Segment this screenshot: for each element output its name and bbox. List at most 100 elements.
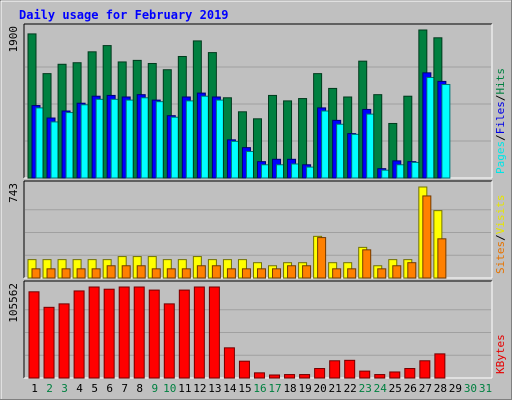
panel-kbytes: 105562 KBytes — [7, 280, 507, 379]
legend-label: / — [494, 134, 507, 141]
bar-sites-day-25 — [392, 265, 402, 279]
panel-max-label: 105562 — [7, 283, 20, 323]
x-tick-label: 16 — [253, 382, 266, 395]
panel-max-label: 743 — [7, 183, 20, 203]
bar-kbytes-day-26 — [404, 368, 416, 379]
x-tick-label: 20 — [314, 382, 327, 395]
bar-kbytes-day-3 — [58, 303, 70, 379]
bar-kbytes-day-8 — [133, 286, 145, 379]
bar-sites-day-20 — [317, 237, 327, 279]
bar-kbytes-day-16 — [253, 372, 265, 379]
legend-label: / — [494, 95, 507, 102]
bar-sites-day-3 — [61, 268, 71, 279]
bar-sites-day-5 — [91, 268, 101, 279]
bar-kbytes-day-11 — [178, 289, 190, 379]
bar-kbytes-day-6 — [103, 288, 115, 379]
bar-sites-day-14 — [226, 268, 236, 279]
x-tick-label: 7 — [121, 382, 128, 395]
x-tick-label: 17 — [268, 382, 281, 395]
x-tick-label: 22 — [344, 382, 357, 395]
x-tick-label: 8 — [136, 382, 143, 395]
bar-sites-day-12 — [196, 265, 206, 279]
bar-kbytes-day-21 — [329, 360, 341, 379]
x-tick-label: 19 — [298, 382, 311, 395]
legend-label: Visits — [494, 195, 507, 235]
bar-sites-day-10 — [166, 268, 176, 279]
bar-sites-day-7 — [121, 265, 131, 279]
bar-sites-day-16 — [256, 268, 266, 279]
panel-side-legend: Pages/Files/Hits — [494, 68, 507, 174]
chart-title: Daily usage for February 2019 — [19, 8, 229, 22]
bar-kbytes-day-19 — [299, 374, 311, 379]
bar-kbytes-day-28 — [434, 353, 446, 379]
bar-kbytes-day-4 — [73, 290, 85, 379]
bar-kbytes-day-13 — [208, 286, 220, 379]
x-tick-label: 10 — [163, 382, 176, 395]
bar-sites-day-15 — [241, 268, 251, 279]
x-tick-label: 27 — [419, 382, 432, 395]
bar-kbytes-day-20 — [314, 368, 326, 379]
x-tick-label: 15 — [238, 382, 251, 395]
x-tick-label: 25 — [389, 382, 402, 395]
x-tick-label: 28 — [434, 382, 447, 395]
bar-sites-day-9 — [151, 268, 161, 279]
bar-sites-day-24 — [377, 268, 387, 279]
x-tick-label: 29 — [449, 382, 462, 395]
bar-kbytes-day-24 — [374, 374, 386, 379]
bar-kbytes-day-5 — [88, 286, 100, 379]
panel-max-label: 1900 — [7, 26, 20, 53]
legend-label: Hits — [494, 68, 507, 95]
bar-sites-day-22 — [347, 268, 357, 279]
bar-pages-day-28 — [441, 84, 451, 179]
legend-label: Files — [494, 101, 507, 134]
bar-sites-day-27 — [422, 195, 432, 279]
x-tick-label: 6 — [106, 382, 113, 395]
bar-kbytes-day-17 — [269, 374, 281, 379]
x-tick-label: 26 — [404, 382, 417, 395]
x-tick-label: 3 — [61, 382, 68, 395]
x-tick-label: 13 — [208, 382, 221, 395]
x-tick-label: 31 — [479, 382, 492, 395]
x-axis-labels: 1 2 3 4 5 6 7 8 9 10 11 12 13 14 15 16 17 18 19 20 21 22 23 24 2… — [31, 382, 492, 395]
x-tick-label: 5 — [91, 382, 98, 395]
bar-kbytes-day-15 — [238, 360, 250, 379]
panel-background — [24, 281, 492, 378]
bar-kbytes-day-1 — [28, 291, 40, 379]
x-tick-label: 21 — [329, 382, 342, 395]
bar-sites-day-26 — [407, 262, 417, 279]
legend-label: / — [494, 234, 507, 241]
x-tick-label: 4 — [76, 382, 83, 395]
bar-sites-day-19 — [302, 265, 312, 279]
bar-sites-day-21 — [332, 268, 342, 279]
bar-sites-day-6 — [106, 265, 116, 279]
x-tick-label: 12 — [193, 382, 206, 395]
bar-sites-day-17 — [272, 268, 282, 279]
panel-side-legend: Sites/Visits — [494, 195, 507, 275]
bar-kbytes-day-22 — [344, 359, 356, 379]
bar-kbytes-day-9 — [148, 289, 160, 379]
x-tick-label: 2 — [46, 382, 53, 395]
bar-sites-day-4 — [76, 268, 86, 279]
x-tick-label: 23 — [359, 382, 372, 395]
bar-sites-day-2 — [46, 268, 56, 279]
legend-label: KBytes — [494, 334, 507, 374]
bar-kbytes-day-7 — [118, 286, 130, 379]
chart-panels: 1900Pages/Files/Hits743Sites/Visits10556… — [7, 23, 507, 379]
bar-kbytes-day-25 — [389, 371, 401, 379]
bar-kbytes-day-23 — [359, 370, 371, 379]
bar-sites-day-13 — [211, 265, 221, 279]
bar-hits-day-24 — [373, 94, 383, 179]
panel-side-legend: KBytes — [494, 334, 507, 374]
legend-label: Pages — [494, 141, 507, 174]
panel-visits-sites: 743 Sites/Visits — [7, 180, 507, 279]
x-tick-label: 1 — [31, 382, 38, 395]
x-tick-label: 11 — [178, 382, 191, 395]
bar-kbytes-day-14 — [223, 347, 235, 379]
bar-kbytes-day-27 — [419, 360, 431, 379]
panel-background — [24, 181, 492, 278]
legend-label: Sites — [494, 241, 507, 274]
bar-sites-day-18 — [287, 265, 297, 279]
x-tick-label: 14 — [223, 382, 237, 395]
x-tick-label: 18 — [283, 382, 296, 395]
